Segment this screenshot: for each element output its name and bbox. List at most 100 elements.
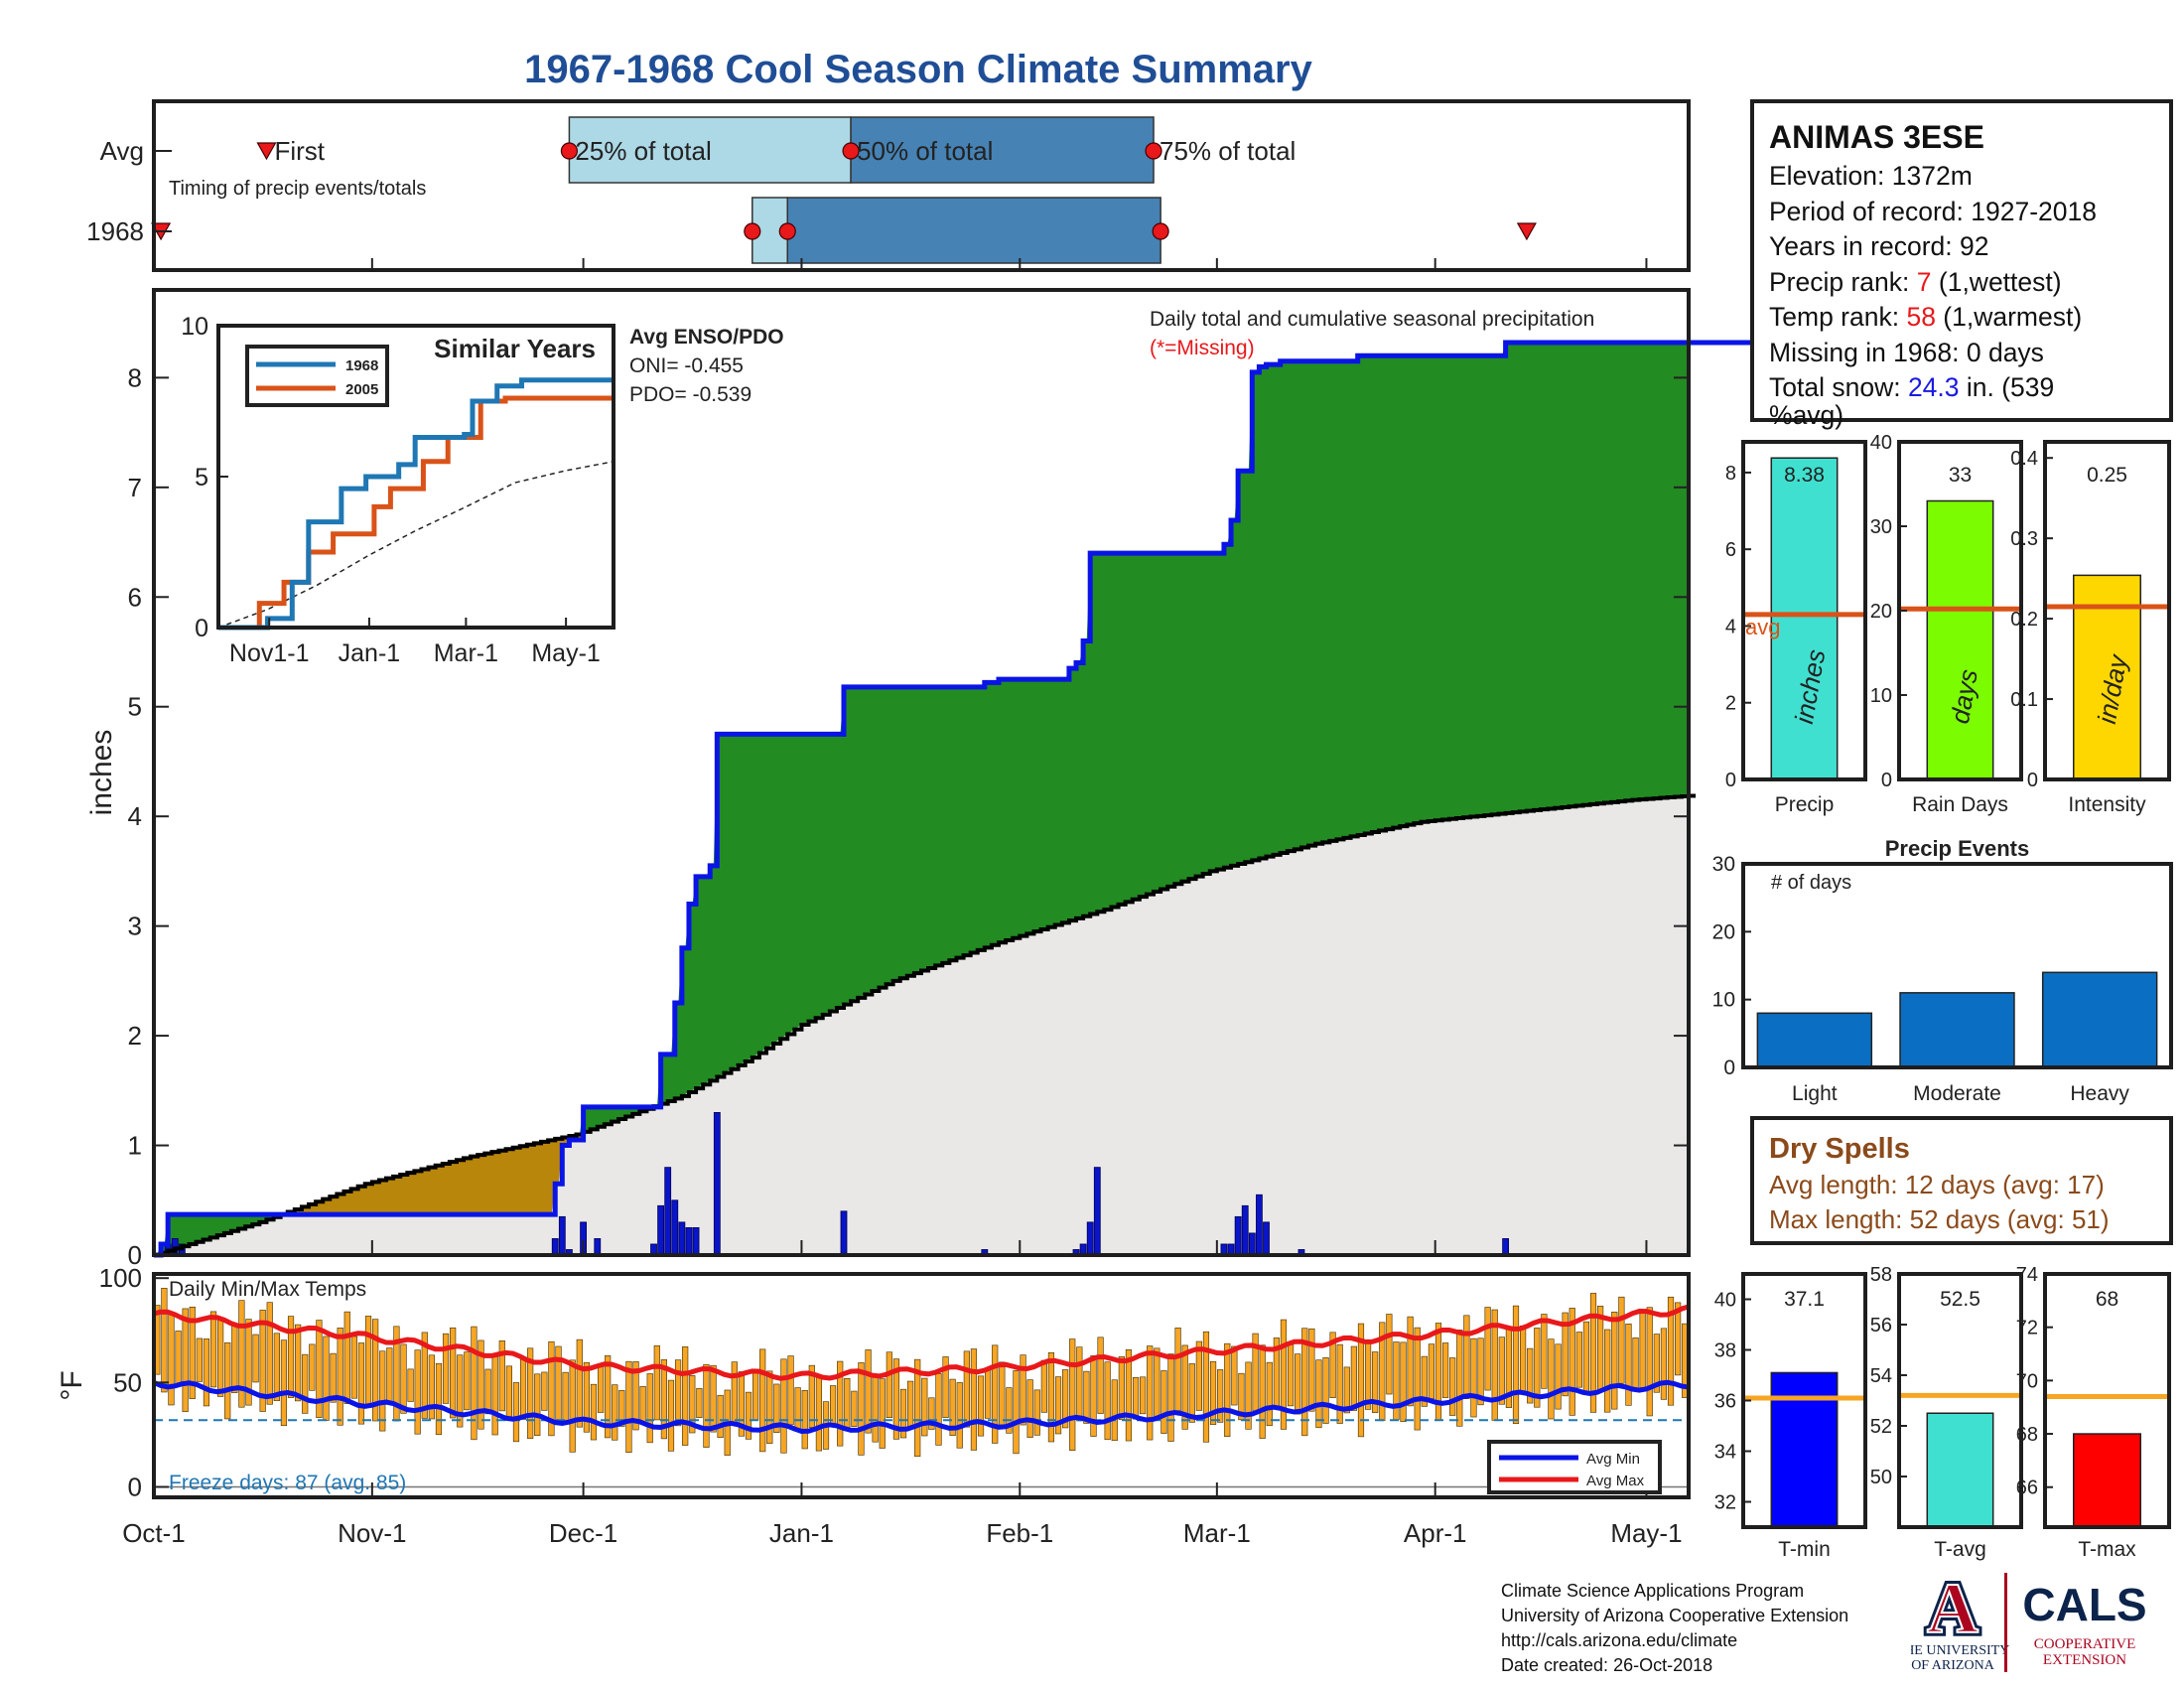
temp-daily-bar-110 <box>928 1397 935 1430</box>
temp-daily-bar-165 <box>1315 1359 1322 1429</box>
temp-daily-bar-141 <box>1147 1345 1154 1441</box>
temp-daily-bar-90 <box>787 1355 794 1426</box>
temp-daily-bar-45 <box>471 1326 478 1441</box>
temp-daily-bar-24 <box>323 1336 330 1421</box>
precip-summary-category-1: Rain Days <box>1912 793 2008 816</box>
precip-below-average-area <box>154 795 1689 1255</box>
temp-daily-bar-197 <box>1541 1314 1548 1389</box>
precip-summary-bar-1 <box>1926 499 1994 780</box>
precip-summary-ytick-label-1-3: 30 <box>1870 516 1892 538</box>
temp-daily-bar-79 <box>710 1364 717 1433</box>
precip-events-bar-2 <box>2041 971 2158 1068</box>
temp-daily-bar-115 <box>963 1350 970 1428</box>
temp-daily-bar-80 <box>717 1394 724 1438</box>
precip-summary-bar-0 <box>1770 457 1839 780</box>
temp-daily-bar-66 <box>618 1390 625 1427</box>
temp-daily-bar-164 <box>1308 1328 1315 1412</box>
precip-ytick-label-0: 0 <box>128 1240 142 1270</box>
temp-daily-bar-85 <box>751 1370 759 1421</box>
temp-daily-bar-72 <box>660 1359 667 1440</box>
temp-daily-bar-114 <box>956 1382 963 1449</box>
temp-daily-bar-37 <box>414 1349 421 1435</box>
temp-daily-bar-171 <box>1357 1323 1365 1438</box>
precip-summary-ytick-label-1-4: 40 <box>1870 432 1892 454</box>
station-info-box: ANIMAS 3ESE Elevation: 1372m Period of r… <box>1750 99 2173 430</box>
temp-ytick-label-0: 0 <box>128 1472 142 1501</box>
temp-daily-bar-10 <box>224 1341 231 1420</box>
temp-summary-bar-2 <box>2073 1433 2141 1528</box>
temp-legend-box <box>1487 1440 1662 1494</box>
temp-daily-bar-120 <box>999 1361 1006 1426</box>
temp-daily-bar-74 <box>674 1359 682 1427</box>
precip-daily-bar-30 <box>1502 1238 1510 1256</box>
temp-daily-bar-109 <box>921 1377 928 1437</box>
precip-summary-value-label-2: 0.25 <box>2087 464 2127 487</box>
temp-daily-bar-111 <box>935 1373 942 1446</box>
logo-a: A <box>1927 1569 1979 1648</box>
precip-daily-bar-3 <box>551 1238 559 1256</box>
temp-summary-ytick-label-1-1: 52 <box>1870 1416 1892 1438</box>
temp-summary-category-1: T-avg <box>1934 1538 1986 1561</box>
temp-daily-bar-6 <box>196 1337 203 1382</box>
temp-daily-bar-185 <box>1456 1330 1463 1427</box>
temp-daily-bar-48 <box>491 1356 498 1436</box>
enso-pdo: PDO= -0.539 <box>629 383 751 406</box>
temp-daily-bar-17 <box>273 1333 280 1401</box>
credits-line-2: University of Arizona Cooperative Extens… <box>1501 1606 1849 1625</box>
temp-summary-category-2: T-max <box>2078 1538 2136 1561</box>
temp-daily-bar-132 <box>1083 1370 1090 1424</box>
precip-summary-ytick-label-0-1: 2 <box>1725 693 1736 715</box>
precip-daily-bar-15 <box>713 1112 721 1256</box>
temp-daily-bar-175 <box>1386 1314 1393 1395</box>
inset-xtick-label-1: Jan-1 <box>339 639 401 667</box>
temp-daily-bar-209 <box>1625 1324 1632 1406</box>
timing-year-last-marker <box>1516 222 1537 241</box>
temp-daily-bar-144 <box>1167 1353 1174 1442</box>
precip-summary-ytick-label-2-4: 0.4 <box>2010 448 2038 470</box>
temp-daily-bar-153 <box>1231 1345 1238 1406</box>
temp-summary-frame-1 <box>1897 1272 2023 1529</box>
temp-summary-ytick-label-1-2: 54 <box>1870 1365 1892 1387</box>
temp-daily-bar-77 <box>696 1388 703 1419</box>
timing-avg-box-q25 <box>568 116 852 184</box>
precip-ytick-label-3: 3 <box>128 912 142 941</box>
precip-summary-frame-0 <box>1741 440 1867 781</box>
temp-daily-bar-128 <box>1054 1376 1062 1435</box>
inset-ytick-label-0: 0 <box>195 615 208 642</box>
temp-daily-bar-146 <box>1181 1344 1188 1430</box>
precip-daily-bar-28 <box>1263 1221 1270 1256</box>
temp-daily-bar-136 <box>1111 1379 1118 1442</box>
temp-daily-bar-162 <box>1295 1353 1301 1415</box>
precip-events-frame <box>1741 862 2173 1069</box>
temp-panel-frame <box>152 1272 1691 1499</box>
temp-daily-bar-107 <box>907 1380 914 1428</box>
temp-daily-bar-181 <box>1428 1343 1434 1399</box>
temp-daily-bar-147 <box>1188 1363 1195 1423</box>
logo-coop-1: COOPERATIVE <box>2034 1636 2136 1652</box>
temp-summary-frame-0 <box>1741 1272 1867 1529</box>
precip-daily-bar-25 <box>1241 1204 1249 1256</box>
temp-daily-bar-61 <box>583 1361 590 1433</box>
precip-daily-bar-24 <box>1234 1215 1242 1256</box>
temp-daily-bar-184 <box>1449 1357 1456 1416</box>
temp-daily-bar-5 <box>189 1307 196 1399</box>
station-period: Period of record: 1927-2018 <box>1769 196 2097 226</box>
temp-daily-bar-207 <box>1611 1312 1618 1410</box>
temp-daily-bar-2 <box>168 1314 175 1406</box>
timing-label-q75: 75% of total <box>1160 136 1296 166</box>
precip-daily-bar-16 <box>840 1210 848 1256</box>
inset-ytick-label-2: 10 <box>181 313 208 341</box>
temp-ytick-label-1: 50 <box>113 1367 142 1397</box>
temp-daily-bar-210 <box>1632 1337 1639 1390</box>
temp-daily-bar-187 <box>1470 1337 1477 1418</box>
temp-daily-bar-23 <box>316 1320 323 1418</box>
temp-daily-bar-138 <box>1125 1349 1133 1442</box>
precip-summary-ytick-label-0-0: 0 <box>1725 770 1736 791</box>
temp-daily-bar-47 <box>484 1368 491 1415</box>
temp-summary-ytick-label-2-2: 70 <box>2016 1370 2038 1392</box>
timing-panel-frame <box>152 99 1691 272</box>
temp-daily-bar-97 <box>837 1360 844 1447</box>
logo-coop-2: EXTENSION <box>2043 1652 2126 1668</box>
temp-daily-bar-35 <box>400 1343 407 1414</box>
